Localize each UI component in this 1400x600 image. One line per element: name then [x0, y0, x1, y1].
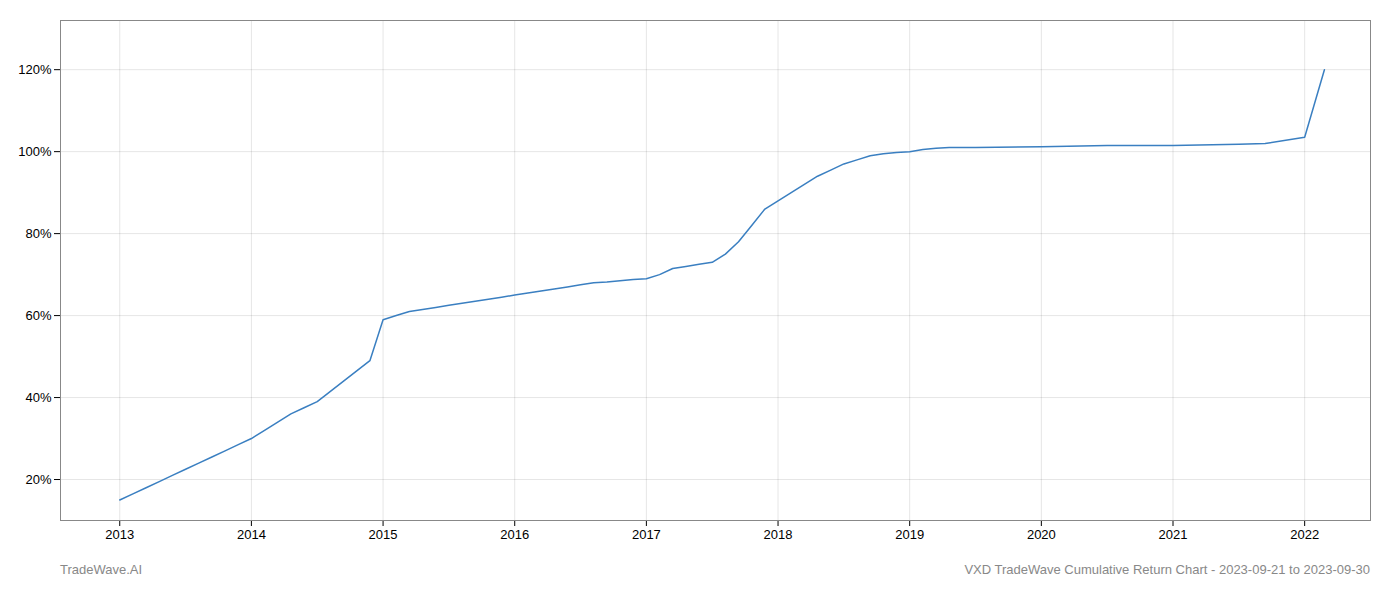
svg-text:60%: 60%: [25, 308, 51, 323]
svg-text:40%: 40%: [25, 390, 51, 405]
svg-text:2014: 2014: [237, 527, 266, 542]
svg-text:100%: 100%: [18, 144, 52, 159]
svg-text:80%: 80%: [25, 226, 51, 241]
svg-text:2017: 2017: [632, 527, 661, 542]
svg-text:20%: 20%: [25, 472, 51, 487]
html-text:VXD TradeWave Cumulative Retur: VXD TradeWave Cumulative Return Chart - …: [964, 562, 1370, 577]
svg-text:2016: 2016: [500, 527, 529, 542]
svg-text:2020: 2020: [1027, 527, 1056, 542]
svg-text:2013: 2013: [105, 527, 134, 542]
svg-text:2015: 2015: [369, 527, 398, 542]
svg-text:2022: 2022: [1290, 527, 1319, 542]
svg-text:120%: 120%: [18, 62, 52, 77]
html-text:TradeWave.AI: TradeWave.AI: [60, 562, 143, 577]
svg-text:2018: 2018: [764, 527, 793, 542]
svg-text:2019: 2019: [895, 527, 924, 542]
svg-text:2021: 2021: [1159, 527, 1188, 542]
